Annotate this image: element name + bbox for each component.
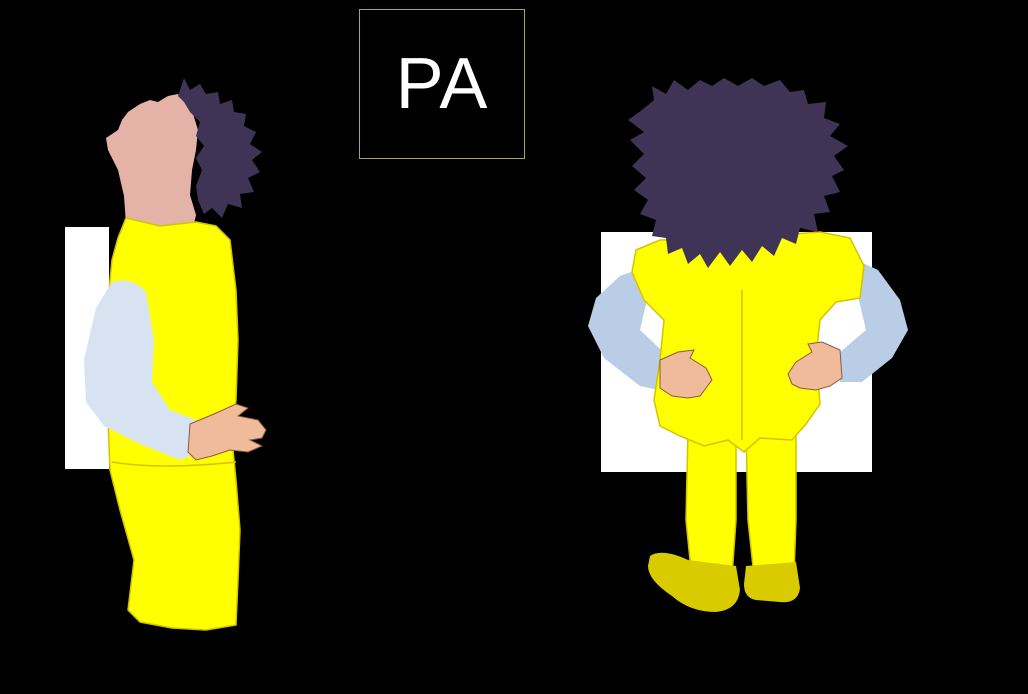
pa-right-leg bbox=[745, 429, 797, 577]
pa-left-shoe bbox=[648, 552, 740, 612]
view-title: PA bbox=[395, 44, 489, 124]
pa-view-patient bbox=[588, 78, 908, 612]
pa-left-leg bbox=[685, 429, 737, 581]
lateral-hair bbox=[178, 78, 262, 218]
pa-left-hand bbox=[659, 349, 713, 399]
pa-left-sleeve bbox=[588, 268, 672, 392]
lateral-face bbox=[106, 94, 198, 234]
pa-right-shoe bbox=[744, 562, 800, 603]
lateral-hand bbox=[187, 403, 267, 461]
lateral-view-patient bbox=[65, 78, 267, 631]
lateral-sleeve bbox=[84, 280, 200, 460]
pa-hair bbox=[628, 78, 848, 268]
lateral-gown-fold bbox=[111, 461, 237, 467]
pa-right-hand bbox=[787, 341, 843, 391]
title-box: PA bbox=[359, 9, 525, 159]
pa-right-sleeve bbox=[838, 260, 908, 382]
